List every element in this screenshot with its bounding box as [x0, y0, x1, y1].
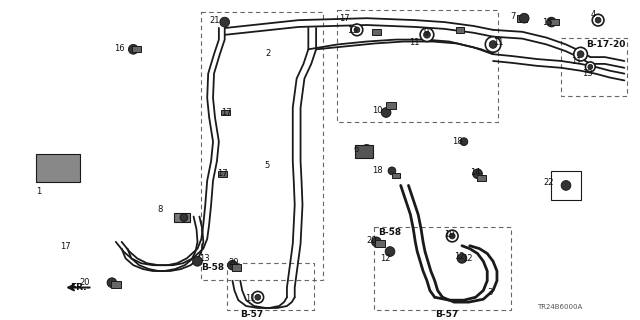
Text: 21: 21 — [209, 16, 220, 25]
Text: 22: 22 — [543, 178, 554, 187]
Circle shape — [180, 214, 188, 221]
Text: 20: 20 — [80, 278, 90, 287]
Text: 17: 17 — [221, 108, 232, 117]
Text: 19: 19 — [444, 230, 455, 239]
Circle shape — [547, 17, 556, 27]
Text: B-57: B-57 — [435, 310, 458, 319]
Text: B-58: B-58 — [202, 263, 225, 272]
Circle shape — [485, 37, 501, 52]
Circle shape — [592, 14, 604, 26]
Circle shape — [588, 64, 593, 69]
Bar — [372, 29, 381, 35]
Circle shape — [360, 145, 374, 158]
Circle shape — [388, 167, 396, 175]
Text: 18: 18 — [372, 166, 383, 175]
Text: 2: 2 — [266, 49, 271, 58]
Bar — [132, 46, 141, 52]
Bar — [517, 15, 527, 21]
Circle shape — [577, 51, 584, 58]
Bar — [111, 281, 121, 288]
Text: 3: 3 — [487, 288, 493, 297]
Text: 14: 14 — [470, 168, 480, 177]
Circle shape — [460, 138, 468, 146]
Circle shape — [351, 24, 363, 36]
Bar — [552, 171, 580, 200]
Text: 5: 5 — [264, 161, 270, 170]
Circle shape — [107, 278, 116, 288]
Circle shape — [193, 256, 202, 266]
Text: 20: 20 — [228, 258, 239, 268]
Text: TR24B6000A: TR24B6000A — [537, 304, 582, 310]
Bar — [355, 145, 372, 158]
Text: 12: 12 — [462, 253, 472, 262]
Text: B-57: B-57 — [240, 310, 264, 319]
Text: 11: 11 — [571, 57, 581, 66]
Text: 17: 17 — [217, 169, 228, 178]
Circle shape — [372, 237, 381, 247]
Circle shape — [424, 31, 430, 38]
Bar — [218, 171, 227, 177]
Circle shape — [473, 169, 483, 179]
Text: 12: 12 — [454, 252, 465, 260]
Text: 9: 9 — [423, 28, 428, 37]
Circle shape — [457, 253, 467, 263]
Bar — [561, 38, 627, 96]
Circle shape — [385, 247, 395, 256]
Text: B-58: B-58 — [378, 228, 401, 237]
Text: 13: 13 — [348, 26, 358, 35]
Text: 11: 11 — [493, 38, 504, 47]
Text: 13: 13 — [200, 253, 210, 262]
Text: 17: 17 — [339, 14, 350, 23]
Text: 6: 6 — [353, 145, 358, 154]
Circle shape — [586, 62, 595, 72]
Text: 7: 7 — [511, 12, 516, 21]
Circle shape — [449, 233, 455, 239]
Circle shape — [489, 41, 497, 48]
Circle shape — [255, 294, 260, 300]
Text: 4: 4 — [590, 11, 596, 20]
Circle shape — [595, 17, 601, 23]
Text: 15: 15 — [541, 18, 552, 27]
Circle shape — [220, 17, 230, 27]
Bar — [374, 227, 511, 310]
Bar — [477, 175, 486, 180]
Text: 11: 11 — [245, 294, 255, 303]
Text: 10: 10 — [372, 106, 383, 115]
Bar — [376, 240, 385, 247]
Circle shape — [228, 260, 237, 270]
Bar — [550, 19, 559, 25]
Bar — [456, 27, 465, 33]
Bar — [232, 264, 241, 270]
Text: 1: 1 — [36, 188, 42, 196]
Text: FR.: FR. — [70, 283, 86, 292]
Text: 8: 8 — [157, 205, 163, 214]
Text: 18: 18 — [452, 137, 463, 146]
Circle shape — [519, 13, 529, 23]
Circle shape — [129, 44, 138, 54]
Text: 17: 17 — [60, 242, 71, 251]
Circle shape — [354, 27, 360, 33]
Bar — [386, 102, 396, 109]
Bar — [174, 213, 189, 222]
Bar — [337, 11, 498, 122]
Bar — [227, 263, 314, 310]
Circle shape — [447, 230, 458, 242]
Circle shape — [420, 28, 434, 42]
Text: 13: 13 — [582, 69, 593, 78]
Circle shape — [574, 47, 588, 61]
Text: 12: 12 — [380, 253, 391, 262]
Circle shape — [381, 108, 391, 117]
Bar — [202, 12, 323, 280]
Text: 11: 11 — [410, 38, 420, 47]
Circle shape — [561, 180, 571, 190]
Bar — [221, 109, 230, 116]
Text: B-17-20: B-17-20 — [586, 40, 626, 49]
Text: 16: 16 — [114, 44, 125, 53]
Circle shape — [252, 292, 264, 303]
Bar — [392, 173, 400, 178]
Text: 20: 20 — [367, 236, 377, 245]
Bar — [36, 154, 80, 181]
